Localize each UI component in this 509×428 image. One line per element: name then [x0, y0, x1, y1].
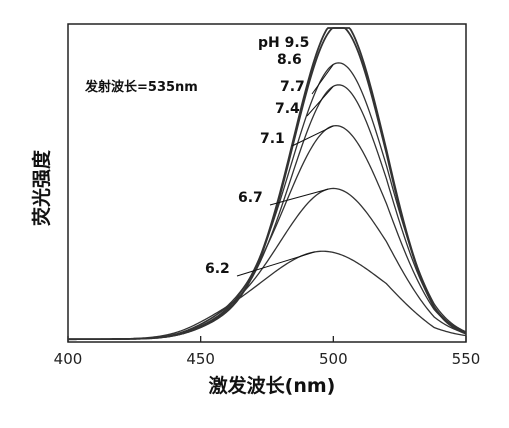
series-label-5: 6.7 — [238, 190, 263, 206]
series-label-1: 8.6 — [277, 52, 302, 68]
x-tick-label: 500 — [319, 350, 348, 368]
x-axis-ticks: 400 450 500 550 — [54, 336, 481, 368]
leader-line-3 — [306, 85, 334, 117]
series-label-3: 7.4 — [275, 101, 300, 117]
plot-frame — [67, 23, 467, 343]
x-tick-label: 450 — [186, 350, 215, 368]
leader-line-5 — [269, 188, 329, 206]
leader-line-4 — [291, 125, 334, 147]
series-line-2 — [68, 62, 467, 340]
series-label-2: 7.7 — [280, 79, 305, 95]
series-line-0 — [68, 27, 467, 341]
series-label-4: 7.1 — [260, 131, 285, 147]
x-tick-label: 400 — [54, 350, 83, 368]
series-line-1 — [68, 27, 467, 341]
leader-line-2 — [311, 64, 334, 95]
y-axis-title: 荧光强度 — [30, 149, 53, 226]
leader-line-6 — [236, 251, 315, 277]
annotation-emission: 发射波长=535nm — [84, 79, 198, 95]
series-line-3 — [68, 84, 467, 340]
series-label-6: 6.2 — [205, 261, 230, 277]
x-tick-label: 550 — [452, 350, 481, 368]
x-axis-title: 激发波长(nm) — [209, 374, 336, 397]
series-line-6 — [68, 250, 467, 340]
series-line-5 — [68, 187, 467, 340]
series-labels: pH 9.58.6 7.7 7.4 7.1 6.7 6.2 — [205, 35, 309, 277]
series-label-0: pH 9.5 — [258, 35, 309, 51]
label-leader-lines — [236, 64, 334, 277]
series-lines — [68, 27, 467, 341]
